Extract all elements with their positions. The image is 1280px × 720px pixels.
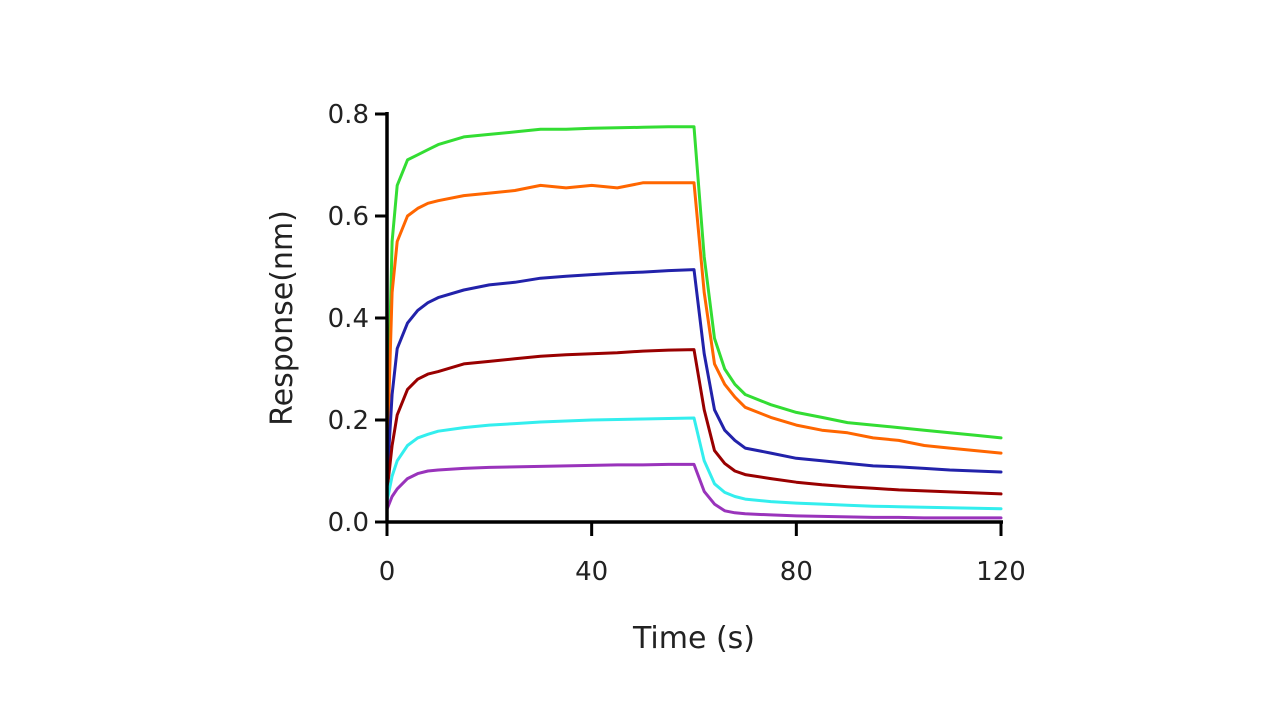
x-tick-label: 40: [575, 557, 608, 587]
series-line-2: [385, 181, 1003, 463]
axes-group: 0.0 0.2 0.4 0.6 0.8 0 40 80 120: [328, 100, 1026, 587]
x-tick-label: 80: [780, 557, 813, 587]
series-line-4: [385, 348, 1003, 496]
y-tick-label: 0.2: [328, 406, 369, 436]
y-axis-title: Response(nm): [265, 210, 300, 426]
series-line-1: [385, 125, 1003, 453]
series-line-3: [385, 268, 1003, 483]
series-line-5: [385, 416, 1003, 511]
x-tick-label: 120: [976, 557, 1026, 587]
y-tick-label: 0.6: [328, 202, 369, 232]
y-tick-label: 0.8: [328, 100, 369, 130]
y-tick-label: 0.0: [328, 508, 369, 538]
series-line-6: [385, 462, 1003, 520]
series-group: [385, 125, 1003, 520]
x-axis-title: Time (s): [632, 621, 755, 656]
x-tick-label: 0: [379, 557, 396, 587]
y-tick-label: 0.4: [328, 304, 369, 334]
